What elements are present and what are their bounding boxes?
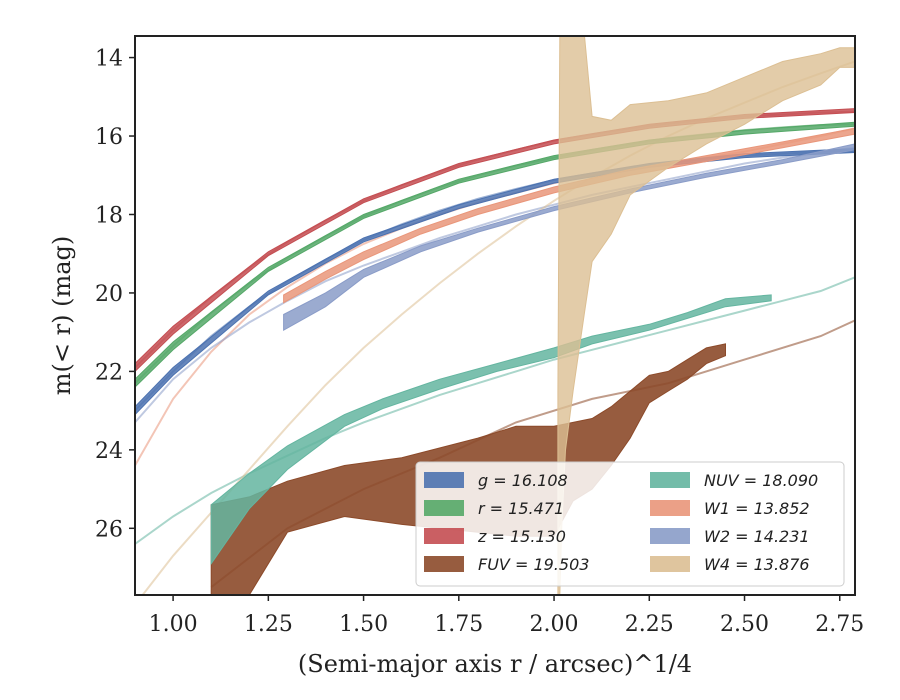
legend-swatch-r <box>424 500 464 516</box>
legend-label-r: r = 15.471 <box>478 499 564 518</box>
legend-box <box>415 461 845 587</box>
profile-band-w4 <box>557 36 855 595</box>
y-tick-label: 16 <box>95 125 123 150</box>
x-tick-label: 2.75 <box>815 612 864 637</box>
y-tick-label: 26 <box>95 517 123 542</box>
x-axis: 1.00 1.25 1.50 1.75 2.00 2.25 2.50 2.75 <box>149 595 864 637</box>
profile-band-z <box>135 108 855 373</box>
x-tick-label: 1.00 <box>149 612 198 637</box>
x-axis-label: (Semi-major axis r / arcsec)^1/4 <box>298 650 692 678</box>
profile-band-g <box>135 148 855 416</box>
legend-label-z: z = 15.130 <box>477 527 566 546</box>
profile-band-r <box>135 121 855 388</box>
legend-swatch-w1 <box>650 500 690 516</box>
x-tick-label: 2.50 <box>720 612 769 637</box>
x-axis-label-text: (Semi-major axis r / arcsec)^1/4 <box>298 650 692 678</box>
legend-label-w2: W2 = 14.231 <box>704 527 810 546</box>
x-tick-label: 1.75 <box>434 612 483 637</box>
x-tick-label: 1.50 <box>339 612 388 637</box>
y-tick-label: 18 <box>95 203 123 228</box>
legend-swatch-g <box>424 472 464 488</box>
plot-frame <box>134 35 856 596</box>
y-axis: 14 16 18 20 22 24 26 <box>95 47 135 542</box>
legend-label-g: g = 16.108 <box>478 471 568 490</box>
y-tick-label: 20 <box>95 282 123 307</box>
profile-band-nuv <box>210 294 772 566</box>
legend-swatch-nuv <box>650 472 690 488</box>
y-axis-label-text: m(< r) (mag) <box>48 236 76 395</box>
legend: g = 16.108 r = 15.471 z = 15.130 FUV = 19.5… <box>415 461 845 587</box>
profile-band-w1 <box>283 127 855 304</box>
x-tick-label: 2.00 <box>530 612 579 637</box>
legend-label-nuv: NUV = 18.090 <box>704 471 818 490</box>
y-tick-label: 14 <box>95 47 123 72</box>
x-tick-label: 1.25 <box>244 612 293 637</box>
legend-swatch-z <box>424 528 464 544</box>
legend-swatch-fuv <box>424 556 464 572</box>
legend-swatch-w2 <box>650 528 690 544</box>
legend-label-w1: W1 = 13.852 <box>704 499 810 518</box>
legend-label-fuv: FUV = 19.503 <box>478 555 589 574</box>
profile-band-w2 <box>283 143 855 332</box>
model-curve-w2 <box>135 146 855 424</box>
y-tick-label: 22 <box>95 360 123 385</box>
x-tick-label: 2.25 <box>625 612 674 637</box>
legend-label-w4: W4 = 13.876 <box>704 555 810 574</box>
y-tick-label: 24 <box>95 439 123 464</box>
legend-swatch-w4 <box>650 556 690 572</box>
y-axis-label: m(< r) (mag) <box>48 236 76 395</box>
